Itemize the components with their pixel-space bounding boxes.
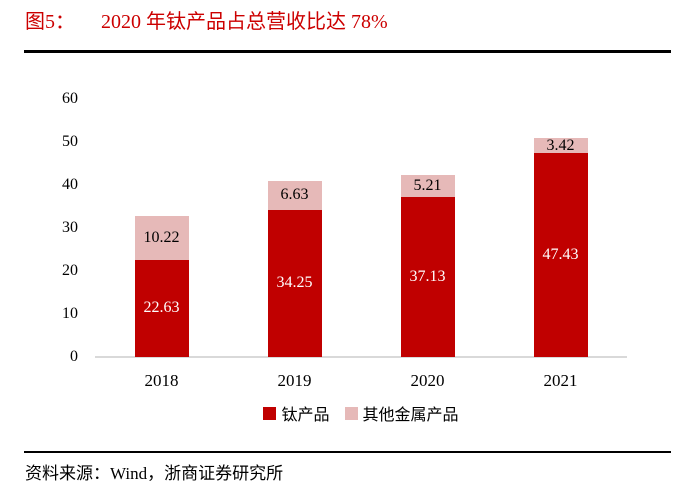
bar-value-label-titanium-2020: 37.13 bbox=[409, 268, 446, 286]
figure-title: 图5： 2020 年钛产品占总营收比达 78% bbox=[25, 8, 388, 36]
y-axis-tick-label-0: 0 bbox=[70, 348, 78, 365]
y-axis-tick-label-10: 10 bbox=[62, 305, 78, 322]
y-axis-tick-label-40: 40 bbox=[62, 176, 78, 193]
chart-legend: 钛产品 其他金属产品 bbox=[95, 401, 627, 425]
y-axis-tick-label-20: 20 bbox=[62, 262, 78, 279]
bar-value-label-other-metal-2020: 5.21 bbox=[413, 177, 442, 195]
bar-value-label-other-metal-2019: 6.63 bbox=[280, 186, 309, 204]
title-divider-line bbox=[24, 50, 671, 53]
bar-value-label-titanium-2019: 34.25 bbox=[276, 274, 313, 292]
bar-segment-other-metal-2020 bbox=[400, 174, 455, 198]
y-axis-tick-label-50: 50 bbox=[62, 133, 78, 150]
legend-item-titanium: 钛产品 bbox=[263, 401, 330, 425]
bar-segment-titanium-2021 bbox=[533, 153, 588, 357]
x-axis-category-label-2020: 2020 bbox=[410, 371, 445, 390]
x-axis-category-label-2021: 2021 bbox=[543, 371, 578, 390]
bar-segment-other-metal-2019 bbox=[267, 181, 322, 210]
bar-value-label-titanium-2018: 22.63 bbox=[143, 299, 180, 317]
x-axis-category-label-2018: 2018 bbox=[144, 371, 179, 390]
source-note: 资料来源：Wind，浙商证券研究所 bbox=[25, 464, 284, 483]
legend-item-other-metal: 其他金属产品 bbox=[344, 401, 459, 425]
legend-swatch-titanium bbox=[263, 406, 277, 420]
x-axis-line bbox=[95, 356, 627, 358]
bar-value-label-titanium-2021: 47.43 bbox=[542, 246, 579, 264]
footer-divider-line bbox=[24, 451, 671, 453]
bar-segment-other-metal-2021 bbox=[533, 138, 588, 154]
bar-segment-titanium-2019 bbox=[267, 209, 322, 357]
y-axis-tick-label-30: 30 bbox=[62, 219, 78, 236]
x-axis-category-label-2019: 2019 bbox=[277, 371, 312, 390]
y-axis-tick-label-60: 60 bbox=[62, 90, 78, 107]
bar-segment-other-metal-2018 bbox=[134, 215, 189, 260]
bar-segment-titanium-2020 bbox=[400, 197, 455, 357]
legend-label-other-metal: 其他金属产品 bbox=[362, 407, 459, 424]
bar-value-label-other-metal-2018: 10.22 bbox=[143, 228, 180, 246]
legend-swatch-other-metal bbox=[344, 406, 358, 420]
figure-title-text: 2020 年钛产品占总营收比达 78% bbox=[101, 11, 388, 33]
bar-segment-titanium-2018 bbox=[134, 259, 189, 357]
chart-plot: 0 10 20 30 40 50 60 22.63 10.22 2018 34.25 6.63 2019… bbox=[0, 60, 688, 400]
legend-label-titanium: 钛产品 bbox=[281, 407, 330, 424]
bar-value-label-other-metal-2021: 3.42 bbox=[546, 136, 575, 154]
figure-number-label: 图5： bbox=[25, 11, 75, 33]
